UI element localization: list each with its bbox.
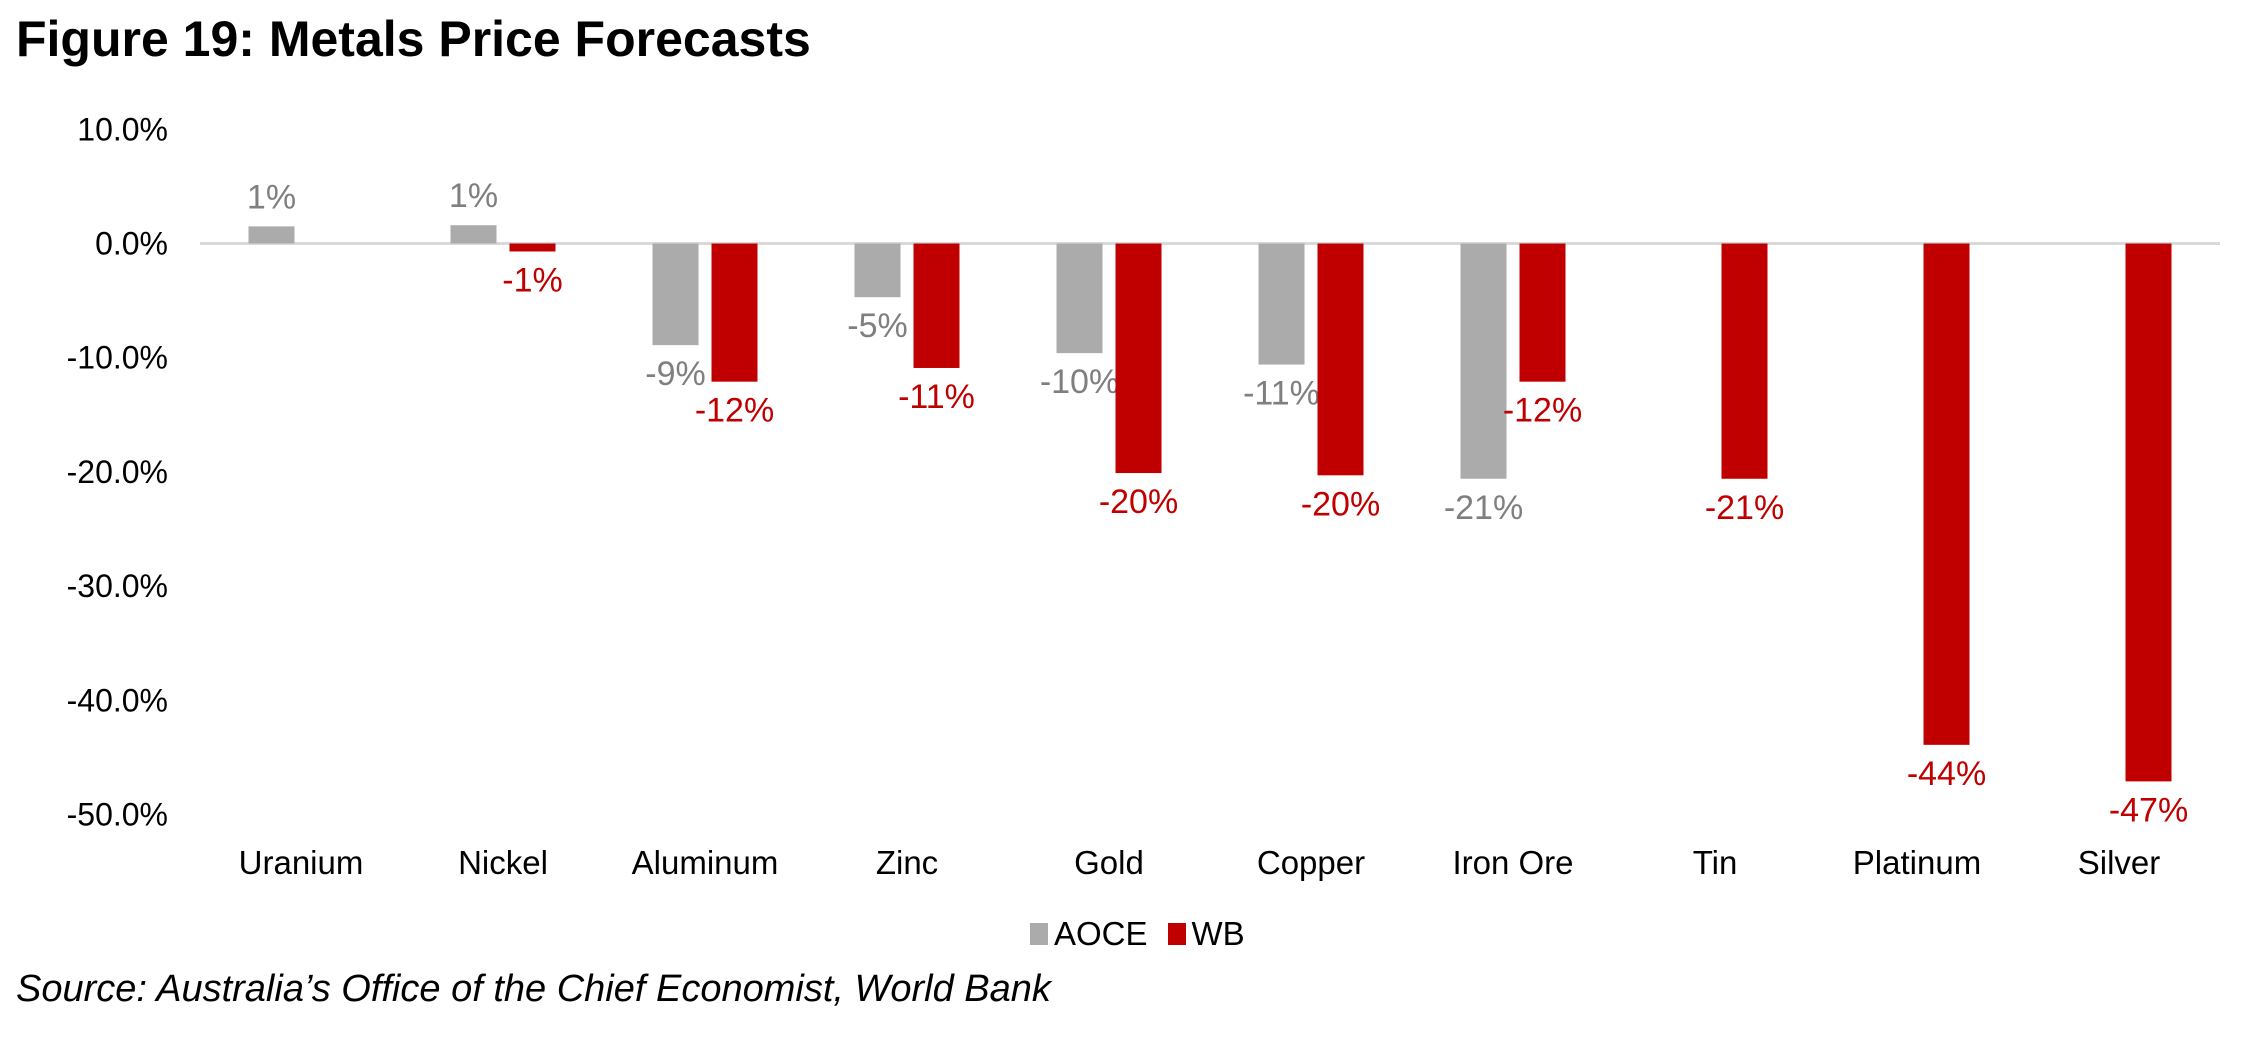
- y-tick-label: 0.0%: [95, 226, 168, 262]
- x-tick-label: Silver: [2078, 844, 2161, 881]
- bar-aoce: [1460, 243, 1507, 479]
- bar-wb: [1721, 243, 1768, 479]
- bar-wb: [1923, 243, 1970, 745]
- chart-title: Figure 19: Metals Price Forecasts: [16, 11, 811, 67]
- data-label-wb: -1%: [502, 261, 562, 299]
- bar-aoce: [1056, 243, 1103, 354]
- bar-wb: [913, 243, 960, 368]
- data-label-aoce: -5%: [847, 307, 907, 345]
- legend: AOCE WB: [1030, 915, 1265, 953]
- legend-label-aoce: AOCE: [1054, 915, 1148, 952]
- data-label-wb: -21%: [1705, 489, 1784, 527]
- data-label-wb: -12%: [695, 392, 774, 430]
- data-label-wb: -11%: [898, 378, 975, 416]
- data-label-wb: -47%: [2109, 791, 2188, 829]
- data-label-wb: -20%: [1099, 483, 1178, 521]
- x-tick-label: Nickel: [458, 844, 548, 881]
- bar-aoce: [854, 243, 901, 298]
- data-label-aoce: 1%: [449, 177, 498, 215]
- x-tick-label: Zinc: [876, 844, 938, 881]
- y-tick-label: -50.0%: [67, 797, 168, 833]
- data-label-aoce: -9%: [645, 355, 705, 393]
- y-tick-label: 10.0%: [77, 111, 168, 147]
- bar-aoce: [652, 243, 699, 346]
- y-tick-label: -40.0%: [67, 682, 168, 718]
- bar-aoce: [248, 226, 295, 244]
- legend-swatch-aoce: [1030, 923, 1048, 945]
- bar-wb: [1519, 243, 1566, 382]
- legend-item-aoce: AOCE: [1030, 915, 1148, 953]
- x-tick-label: Gold: [1074, 844, 1144, 881]
- bar-wb: [2125, 243, 2172, 782]
- bar-wb: [509, 243, 556, 252]
- source-note: Source: Australia’s Office of the Chief …: [16, 968, 1051, 1010]
- bar-wb: [711, 243, 758, 382]
- data-label-aoce: 1%: [247, 178, 296, 216]
- data-label-wb: -12%: [1503, 392, 1582, 430]
- y-tick-label: -30.0%: [67, 568, 168, 604]
- x-tick-label: Uranium: [239, 844, 364, 881]
- bar-chart: 10.0% 0.0% -10.0% -20.0% -30.0% -40.0% -50.0% U…: [67, 111, 2220, 881]
- bar-aoce: [1258, 243, 1305, 365]
- x-tick-label: Aluminum: [632, 844, 779, 881]
- x-tick-label: Platinum: [1853, 844, 1981, 881]
- legend-item-wb: WB: [1167, 915, 1245, 953]
- y-tick-label: -20.0%: [67, 454, 168, 490]
- bar-aoce: [450, 225, 497, 244]
- x-tick-label: Tin: [1693, 844, 1738, 881]
- data-label-aoce: -10%: [1040, 363, 1119, 401]
- legend-label-wb: WB: [1191, 915, 1245, 952]
- legend-swatch-wb: [1167, 923, 1186, 945]
- data-label-aoce: -11%: [1243, 375, 1320, 413]
- x-tick-label: Iron Ore: [1452, 844, 1573, 881]
- bar-wb: [1317, 243, 1364, 476]
- data-label-aoce: -21%: [1444, 489, 1523, 527]
- data-label-wb: -44%: [1907, 755, 1986, 793]
- y-tick-label: -10.0%: [67, 340, 168, 376]
- x-tick-label: Copper: [1257, 844, 1365, 881]
- data-label-wb: -20%: [1301, 485, 1380, 523]
- bar-wb: [1115, 243, 1162, 474]
